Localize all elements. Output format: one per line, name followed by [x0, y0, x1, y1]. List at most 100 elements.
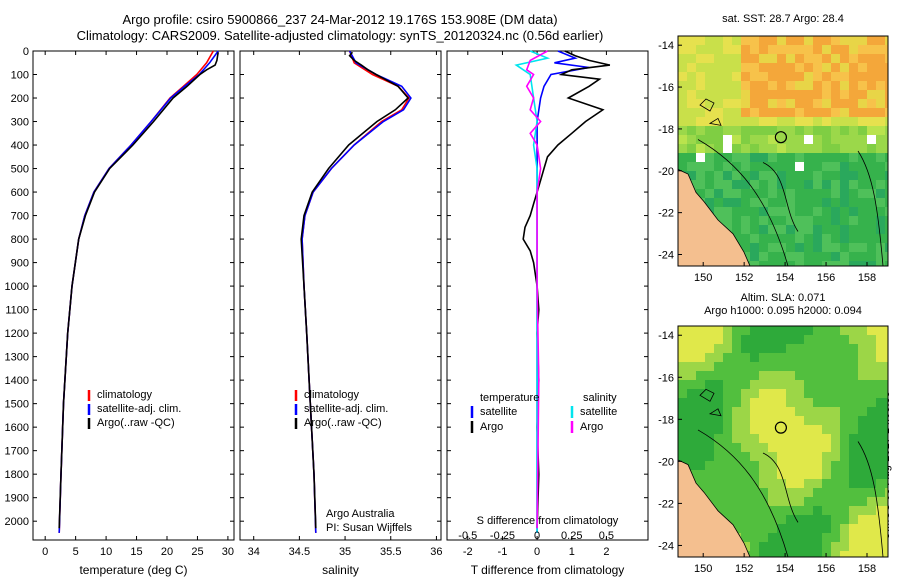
- sla-map: 150 152 154 156 158 -14 -16 -18 -20 -22 -24: [658, 325, 889, 575]
- x-tick-label-top: -0.25: [490, 530, 515, 542]
- argo-float-location: [774, 421, 788, 434]
- series-salinity-argo: [525, 50, 548, 529]
- x-tick-label: 20: [161, 546, 173, 558]
- legend-label: climatology: [97, 389, 153, 401]
- lat-tick-label: -16: [658, 372, 674, 384]
- lat-tick-label: -18: [658, 414, 674, 426]
- depth-tick-label: 1600: [5, 422, 29, 434]
- x-tick-label: 35: [339, 546, 351, 558]
- depth-tick-label: 200: [11, 93, 29, 105]
- lat-tick-label: -14: [658, 40, 674, 52]
- depth-tick-label: 1500: [5, 399, 29, 411]
- depth-tick-label: 500: [11, 164, 29, 176]
- lat-tick-label: -14: [658, 330, 674, 342]
- lon-tick-label: 158: [858, 272, 876, 284]
- x-tick-label: -1: [498, 546, 508, 558]
- lon-tick-label: 152: [735, 563, 753, 575]
- lat-tick-label: -22: [658, 208, 674, 220]
- depth-tick-label: 1800: [5, 469, 29, 481]
- x-tick-label: 30: [222, 546, 234, 558]
- legend-heading: salinity: [583, 392, 617, 404]
- bathymetry-contour: [857, 150, 884, 266]
- depth-tick-label: 300: [11, 117, 29, 129]
- x-tick-label: 34.5: [289, 546, 310, 558]
- x-tick-label: -2: [463, 546, 473, 558]
- land-mass: [678, 168, 751, 266]
- lat-tick-label: -20: [658, 456, 674, 468]
- x-tick-label: 0: [42, 546, 48, 558]
- depth-tick-label: 1300: [5, 352, 29, 364]
- depth-tick-label: 900: [11, 258, 29, 270]
- x-tick-label-top: 0: [534, 530, 540, 542]
- depth-tick-label: 1700: [5, 446, 29, 458]
- x-tick-label: 36: [430, 546, 442, 558]
- depth-tick-label: 1000: [5, 281, 29, 293]
- legend-label: satellite-adj. clim.: [97, 403, 181, 415]
- lon-tick-label: 154: [776, 563, 794, 575]
- bathymetry-contour: [857, 441, 884, 557]
- series-argo: [300, 51, 410, 529]
- legend-label: Argo(..raw -QC): [304, 417, 382, 429]
- figure-title-line1: Argo profile: csiro 5900866_237 24-Mar-2…: [122, 12, 558, 27]
- depth-tick-label: 100: [11, 70, 29, 82]
- argo-float-location: [774, 131, 788, 144]
- lon-tick-label: 158: [858, 563, 876, 575]
- depth-tick-label: 700: [11, 211, 29, 223]
- sst-map-title: sat. SST: 28.7 Argo: 28.4: [722, 13, 844, 25]
- sst-field: [678, 36, 888, 266]
- legend-label: Argo: [480, 421, 503, 433]
- x-tick-label: 35.5: [380, 546, 401, 558]
- x-tick-label: 34: [248, 546, 260, 558]
- salinity-panel: 34 34.5 35 35.5 36 salinity climatology satelli…: [239, 50, 443, 577]
- x-tick-label: 5: [73, 546, 79, 558]
- sst-map: 150 152 154 156 158 -14 -16 -18 -20 -22 -24: [658, 35, 889, 284]
- series-temperature-argo: [522, 50, 611, 529]
- temperature-plot-area: [32, 50, 235, 541]
- sla-map-frame: [677, 325, 889, 558]
- lat-tick-label: -20: [658, 166, 674, 178]
- difference-panel: -2 -1 0 1 2 T difference from climatology temp…: [446, 50, 649, 577]
- lon-tick-label: 154: [776, 272, 794, 284]
- bathymetry-contour: [697, 139, 789, 266]
- annotation-line: PI: Susan Wijffels: [326, 522, 412, 534]
- temperature-panel: 0100200300400500600700800900100011001200…: [5, 46, 235, 577]
- lat-tick-label: -24: [658, 540, 674, 552]
- legend-label: satellite: [480, 406, 517, 418]
- difference-xlabel: T difference from climatology: [471, 563, 625, 577]
- lat-tick-label: -16: [658, 82, 674, 94]
- lat-tick-label: -22: [658, 498, 674, 510]
- lon-tick-label: 156: [817, 272, 835, 284]
- figure-title-line2: Climatology: CARS2009. Satellite-adjuste…: [76, 28, 604, 43]
- depth-tick-label: 1400: [5, 375, 29, 387]
- bathymetry-contour: [697, 429, 789, 557]
- depth-tick-label: 600: [11, 187, 29, 199]
- annotation-line: Argo Australia: [326, 508, 395, 520]
- legend-label: Argo(..raw -QC): [97, 417, 175, 429]
- difference-xlabel-top: S difference from climatology: [477, 515, 619, 527]
- series-argo: [58, 52, 219, 529]
- lon-tick-label: 150: [694, 272, 712, 284]
- lat-tick-label: -18: [658, 124, 674, 136]
- legend-label: satellite-adj. clim.: [304, 403, 388, 415]
- depth-tick-label: 1900: [5, 493, 29, 505]
- x-tick-label-top: -0.5: [458, 530, 477, 542]
- x-tick-label: 2: [603, 546, 609, 558]
- x-tick-label-top: 0.25: [561, 530, 582, 542]
- depth-tick-label: 2000: [5, 516, 29, 528]
- reef-outline: [699, 388, 722, 417]
- legend-heading: temperature: [480, 392, 539, 404]
- salinity-plot-area: [239, 50, 442, 541]
- reef-outline: [699, 98, 722, 126]
- sla-map-title-line1: Altim. SLA: 0.071: [740, 292, 826, 304]
- bathymetry-contour: [762, 452, 799, 523]
- salinity-xlabel: salinity: [322, 563, 359, 577]
- legend-label: satellite: [580, 406, 617, 418]
- depth-tick-label: 1100: [5, 305, 29, 317]
- lon-tick-label: 156: [817, 563, 835, 575]
- lon-tick-label: 152: [735, 272, 753, 284]
- x-tick-label: 25: [191, 546, 203, 558]
- lon-tick-label: 150: [694, 563, 712, 575]
- x-tick-label: 15: [130, 546, 142, 558]
- legend-label: climatology: [304, 389, 360, 401]
